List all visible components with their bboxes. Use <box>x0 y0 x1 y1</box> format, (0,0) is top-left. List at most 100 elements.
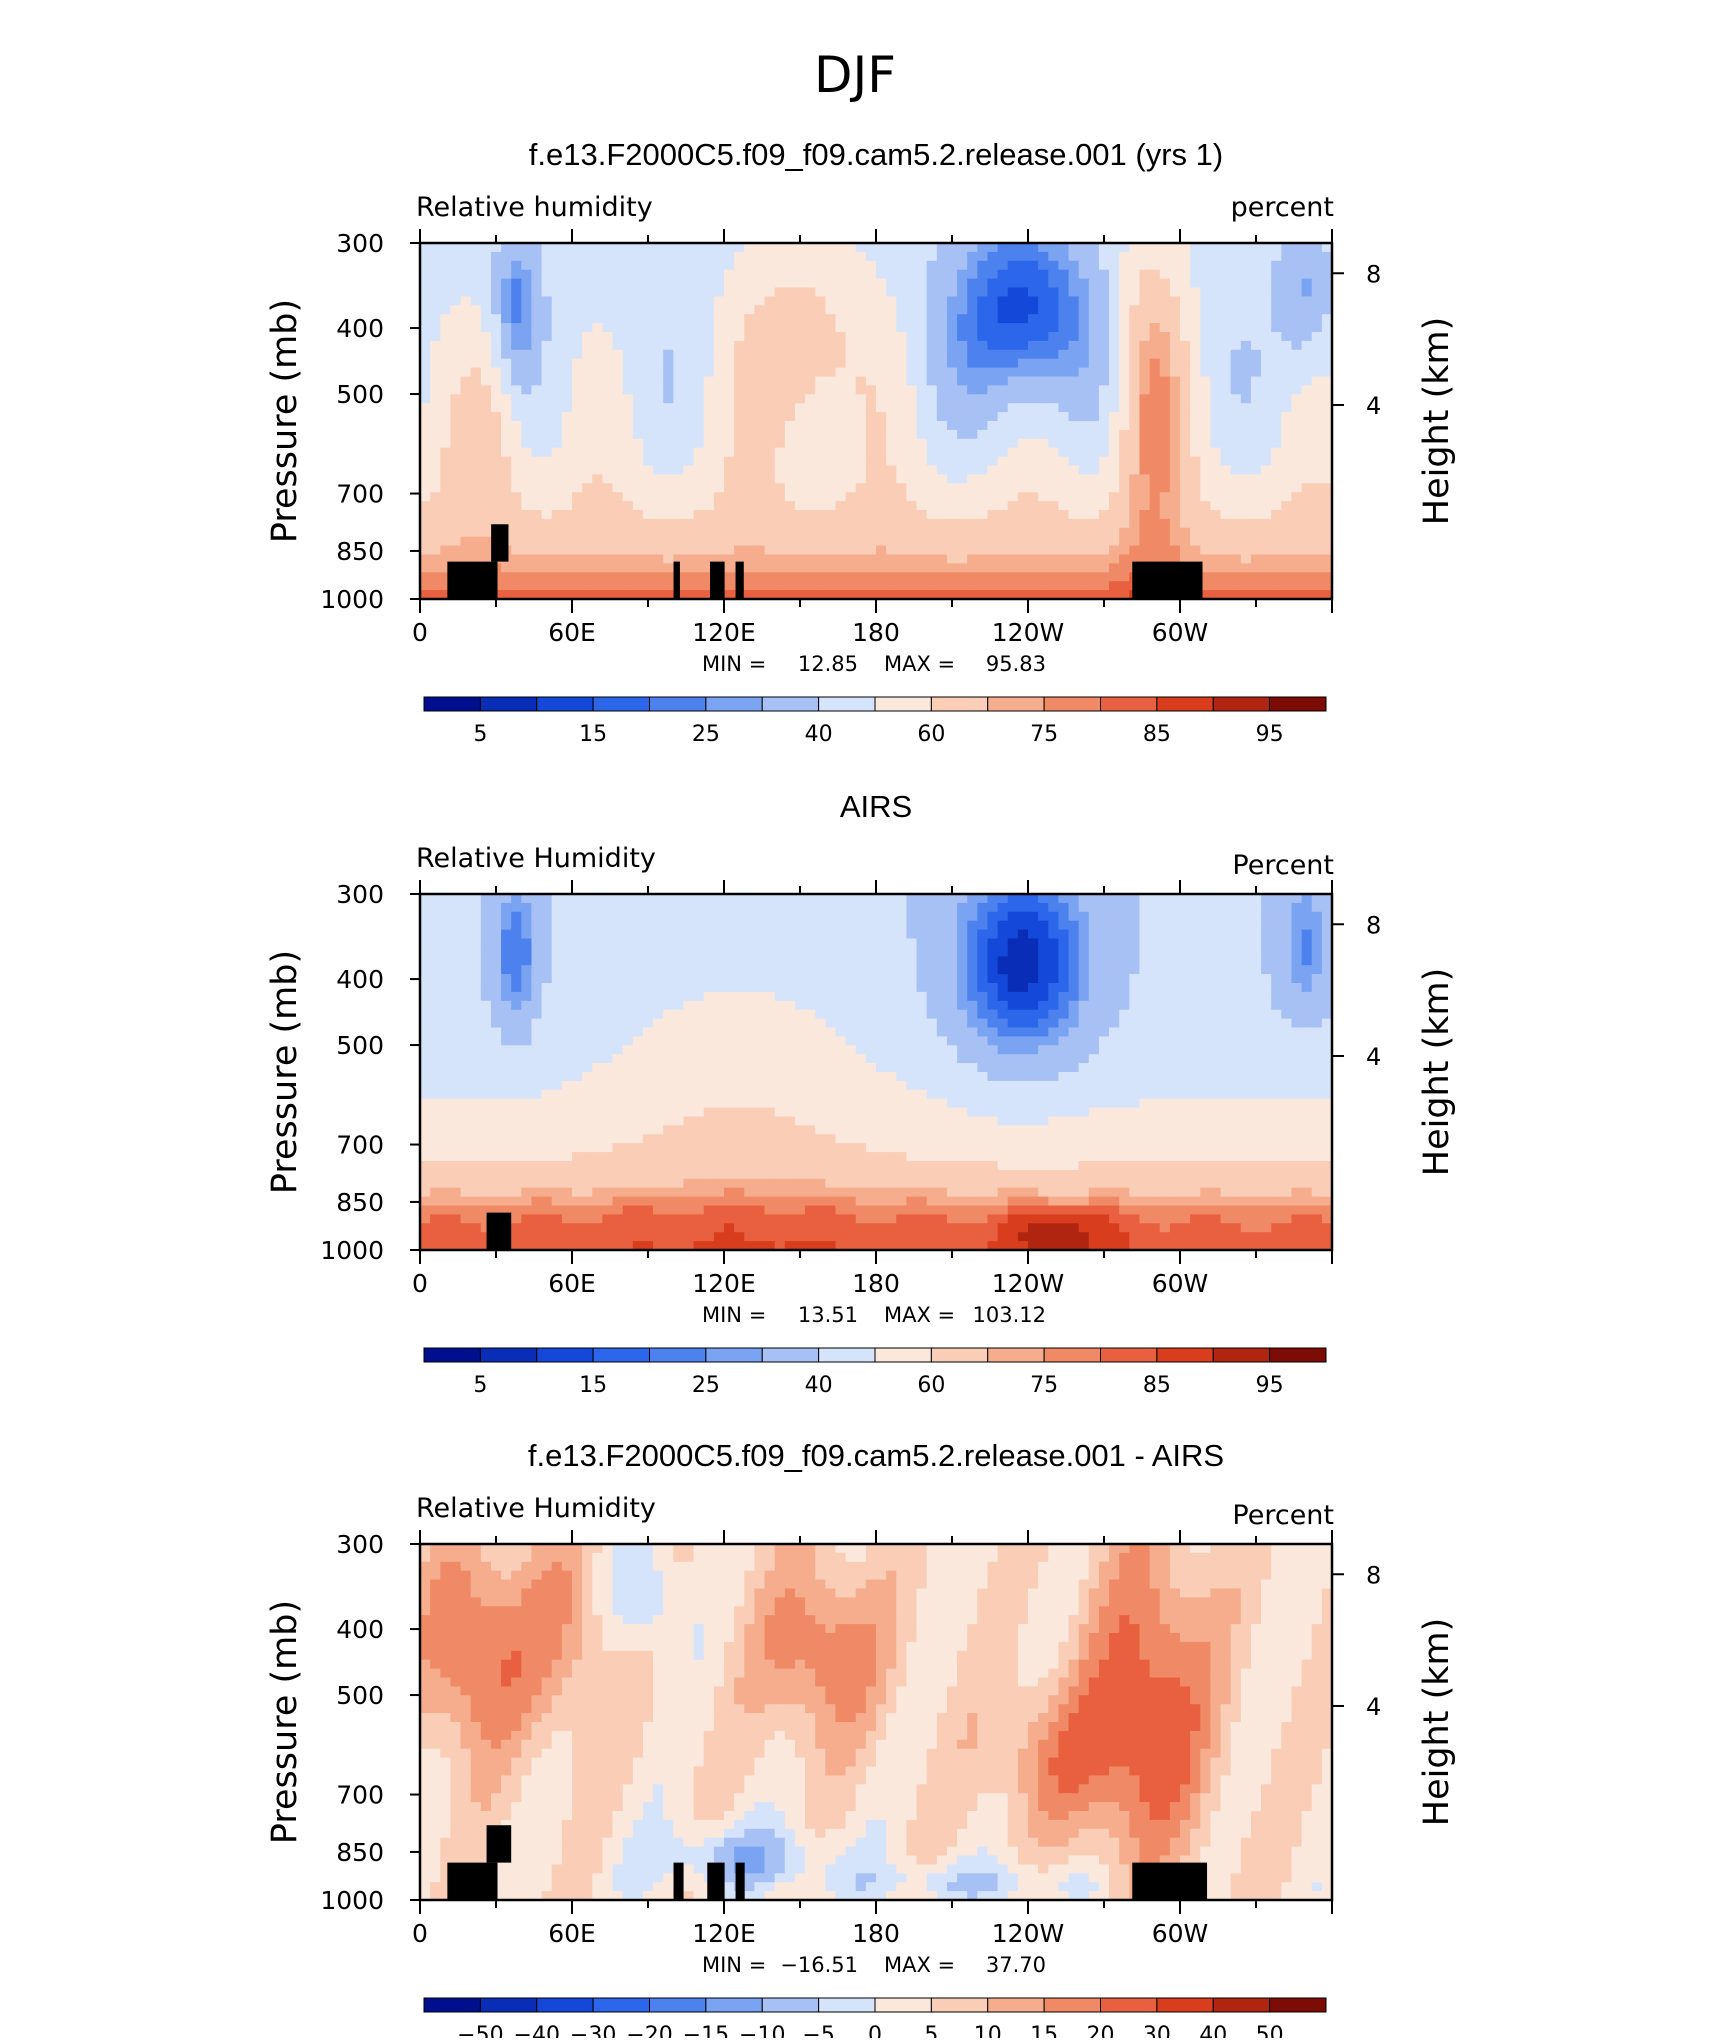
heatmap-cell <box>896 528 907 538</box>
heatmap-cell <box>602 974 613 984</box>
heatmap-cell <box>542 572 553 582</box>
heatmap-cell <box>592 983 603 993</box>
heatmap-cell <box>1231 581 1242 591</box>
heatmap-cell <box>1099 279 1110 289</box>
heatmap-cell <box>542 296 553 306</box>
heatmap-cell <box>1160 546 1171 556</box>
heatmap-cell <box>481 243 492 253</box>
heatmap-cell <box>1150 1010 1161 1020</box>
heatmap-cell <box>471 332 482 342</box>
heatmap-cell <box>430 510 441 520</box>
heatmap-cell <box>886 1001 897 1011</box>
heatmap-cell <box>734 430 745 440</box>
heatmap-cell <box>1261 930 1272 940</box>
heatmap-cell <box>825 930 836 940</box>
heatmap-cell <box>491 956 502 966</box>
heatmap-cell <box>906 350 917 360</box>
heatmap-cell <box>694 279 705 289</box>
heatmap-cell <box>1099 581 1110 591</box>
heatmap-cell <box>531 261 542 271</box>
heatmap-cell <box>1200 466 1211 476</box>
heatmap-cell <box>542 939 553 949</box>
heatmap-cell <box>1261 430 1272 440</box>
heatmap-cell <box>1139 956 1150 966</box>
heatmap-cell <box>1038 474 1049 484</box>
heatmap-cell <box>1048 296 1059 306</box>
heatmap-cell <box>420 323 431 333</box>
heatmap-cell <box>461 939 472 949</box>
heatmap-cell <box>643 528 654 538</box>
heatmap-cell <box>592 894 603 904</box>
heatmap-cell <box>572 341 583 351</box>
heatmap-cell <box>947 288 958 298</box>
heatmap-cell <box>1099 912 1110 922</box>
heatmap-cell <box>1231 394 1242 404</box>
heatmap-cell <box>937 537 948 547</box>
heatmap-cell <box>754 912 765 922</box>
heatmap-cell <box>1190 1001 1201 1011</box>
heatmap-cell <box>1079 448 1090 458</box>
heatmap-cell <box>754 261 765 271</box>
heatmap-cell <box>694 992 705 1002</box>
heatmap-cell <box>1028 323 1039 333</box>
heatmap-cell <box>967 368 978 378</box>
heatmap-cell <box>805 243 816 253</box>
heatmap-cell <box>704 252 715 262</box>
heatmap-cell <box>491 350 502 360</box>
heatmap-cell <box>531 965 542 975</box>
heatmap-cell <box>1018 323 1029 333</box>
heatmap-cell <box>1139 992 1150 1002</box>
heatmap-cell <box>1119 903 1130 913</box>
heatmap-cell <box>1038 252 1049 262</box>
heatmap-cell <box>633 1019 644 1029</box>
heatmap-cell <box>1048 965 1059 975</box>
heatmap-cell <box>663 510 674 520</box>
heatmap-cell <box>471 305 482 315</box>
heatmap-cell <box>1038 563 1049 573</box>
heatmap-cell <box>775 296 786 306</box>
heatmap-cell <box>1119 492 1130 502</box>
heatmap-cell <box>420 956 431 966</box>
heatmap-cell <box>1150 930 1161 940</box>
heatmap-cell <box>623 385 634 395</box>
heatmap-cell <box>653 359 664 369</box>
heatmap-cell <box>683 894 694 904</box>
heatmap-cell <box>420 1010 431 1020</box>
heatmap-cell <box>1008 448 1019 458</box>
heatmap-cell <box>765 394 776 404</box>
heatmap-cell <box>1231 359 1242 369</box>
heatmap-cell <box>825 448 836 458</box>
heatmap-cell <box>420 474 431 484</box>
heatmap-cell <box>582 510 593 520</box>
heatmap-cell <box>775 983 786 993</box>
heatmap-cell <box>927 270 938 280</box>
heatmap-cell <box>562 581 573 591</box>
heatmap-cell <box>694 519 705 529</box>
heatmap-cell <box>856 947 867 957</box>
heatmap-cell <box>1058 983 1069 993</box>
heatmap-cell <box>450 448 461 458</box>
heatmap-cell <box>450 983 461 993</box>
heatmap-cell <box>481 974 492 984</box>
heatmap-cell <box>663 912 674 922</box>
heatmap-cell <box>1089 492 1100 502</box>
heatmap-cell <box>501 492 512 502</box>
heatmap-cell <box>491 930 502 940</box>
heatmap-cell <box>1139 243 1150 253</box>
heatmap-cell <box>1261 581 1272 591</box>
heatmap-cell <box>623 243 634 253</box>
heatmap-cell <box>623 492 634 502</box>
heatmap-cell <box>947 377 958 387</box>
heatmap-cell <box>683 314 694 324</box>
heatmap-cell <box>1291 992 1302 1002</box>
heatmap-cell <box>1170 474 1181 484</box>
heatmap-cell <box>734 466 745 476</box>
heatmap-cell <box>1069 519 1080 529</box>
heatmap-cell <box>1018 581 1029 591</box>
heatmap-cell <box>1089 992 1100 1002</box>
heatmap-cell <box>765 279 776 289</box>
heatmap-cell <box>734 519 745 529</box>
heatmap-cell <box>1099 546 1110 556</box>
heatmap-cell <box>896 1010 907 1020</box>
heatmap-cell <box>1150 412 1161 422</box>
